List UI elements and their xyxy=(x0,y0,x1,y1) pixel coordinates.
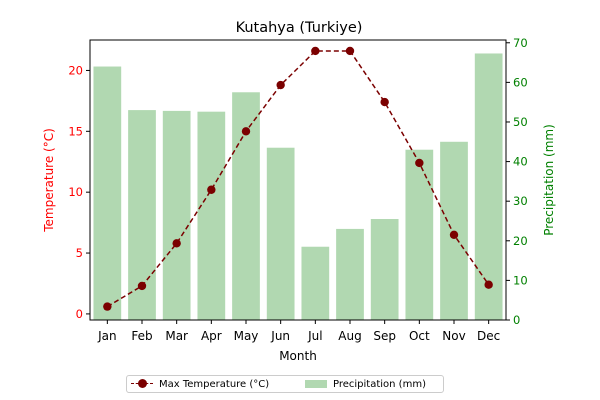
precipitation-bar-jan xyxy=(93,66,122,320)
temperature-point-sep xyxy=(380,97,389,107)
legend: Max Temperature (°C) Precipitation (mm) xyxy=(126,375,444,393)
temperature-point-jun xyxy=(276,80,285,90)
temperature-point-nov xyxy=(449,230,459,239)
month-axis: Jan Feb Mar Apr May Jun Jul Aug Sep Oct Nov Dec xyxy=(97,320,500,343)
x-tick-label-feb: Feb xyxy=(131,329,152,343)
left-tick-label: 5 xyxy=(76,246,83,260)
temperature-point-may xyxy=(241,127,251,136)
left-tick-label: 0 xyxy=(76,307,83,321)
right-tick-label: 10 xyxy=(513,273,528,287)
temperature-point-jan xyxy=(103,302,112,311)
plot-frame xyxy=(89,39,507,321)
temperature-point-feb xyxy=(137,281,147,291)
legend-item-temperature: Max Temperature (°C) xyxy=(131,376,269,392)
right-tick-label: 70 xyxy=(513,36,528,50)
right-axis-label: Precipitation (mm) xyxy=(542,124,556,236)
temperature-point-apr xyxy=(207,185,216,194)
x-tick-label-dec: Dec xyxy=(477,329,500,343)
temperature-point-mar xyxy=(172,239,181,248)
temperature-point-jul xyxy=(311,46,320,56)
right-tick-label: 30 xyxy=(513,194,528,208)
x-tick-label-jul: Jul xyxy=(307,329,322,343)
right-tick-label: 50 xyxy=(513,115,528,129)
right-tick-label: 40 xyxy=(513,155,528,169)
left-axis-label: Temperature (°C) xyxy=(42,128,56,233)
chart-title: Kutahya (Turkiye) xyxy=(236,20,363,36)
temperature-point-aug xyxy=(345,46,355,56)
temperature-point-dec xyxy=(484,280,493,289)
legend-label-precipitation: Precipitation (mm) xyxy=(333,378,426,390)
precipitation-bar-jul xyxy=(301,246,330,320)
precipitation-bar-jun xyxy=(266,147,295,320)
precipitation-bar-apr xyxy=(197,111,226,320)
temperature-point-oct xyxy=(415,158,424,168)
precipitation-bars xyxy=(93,53,503,321)
precipitation-bar-mar xyxy=(162,110,191,321)
precipitation-bar-sep xyxy=(370,219,399,320)
temperature-axis: 0 5 10 15 20 xyxy=(68,63,90,321)
x-tick-label-apr: Apr xyxy=(201,329,222,343)
right-tick-label: 0 xyxy=(513,313,520,327)
right-tick-label: 60 xyxy=(513,75,528,89)
x-tick-label-oct: Oct xyxy=(409,329,430,343)
legend-item-precipitation: Precipitation (mm) xyxy=(305,376,426,392)
x-tick-label-may: May xyxy=(234,329,259,343)
precipitation-bar-aug xyxy=(336,228,364,320)
legend-line-marker-icon xyxy=(131,376,153,392)
x-tick-label-jun: Jun xyxy=(270,329,290,343)
left-tick-label: 20 xyxy=(68,63,83,77)
x-tick-label-nov: Nov xyxy=(442,329,465,343)
precipitation-bar-may xyxy=(232,92,260,321)
x-tick-label-mar: Mar xyxy=(165,329,188,343)
right-tick-label: 20 xyxy=(513,234,528,248)
legend-bar-patch-icon xyxy=(305,380,327,388)
x-axis-label: Month xyxy=(279,349,317,363)
temperature-line-series xyxy=(103,46,493,311)
x-tick-label-jan: Jan xyxy=(97,329,117,343)
precipitation-axis: 0 10 20 30 40 50 60 70 xyxy=(506,36,528,327)
legend-label-temperature: Max Temperature (°C) xyxy=(159,378,270,390)
precipitation-bar-oct xyxy=(405,149,434,320)
x-tick-label-sep: Sep xyxy=(373,329,396,343)
precipitation-bar-dec xyxy=(474,53,503,321)
x-tick-label-aug: Aug xyxy=(338,329,361,343)
left-tick-label: 10 xyxy=(68,185,83,199)
temperature-line xyxy=(106,50,490,308)
left-tick-label: 15 xyxy=(68,124,83,138)
